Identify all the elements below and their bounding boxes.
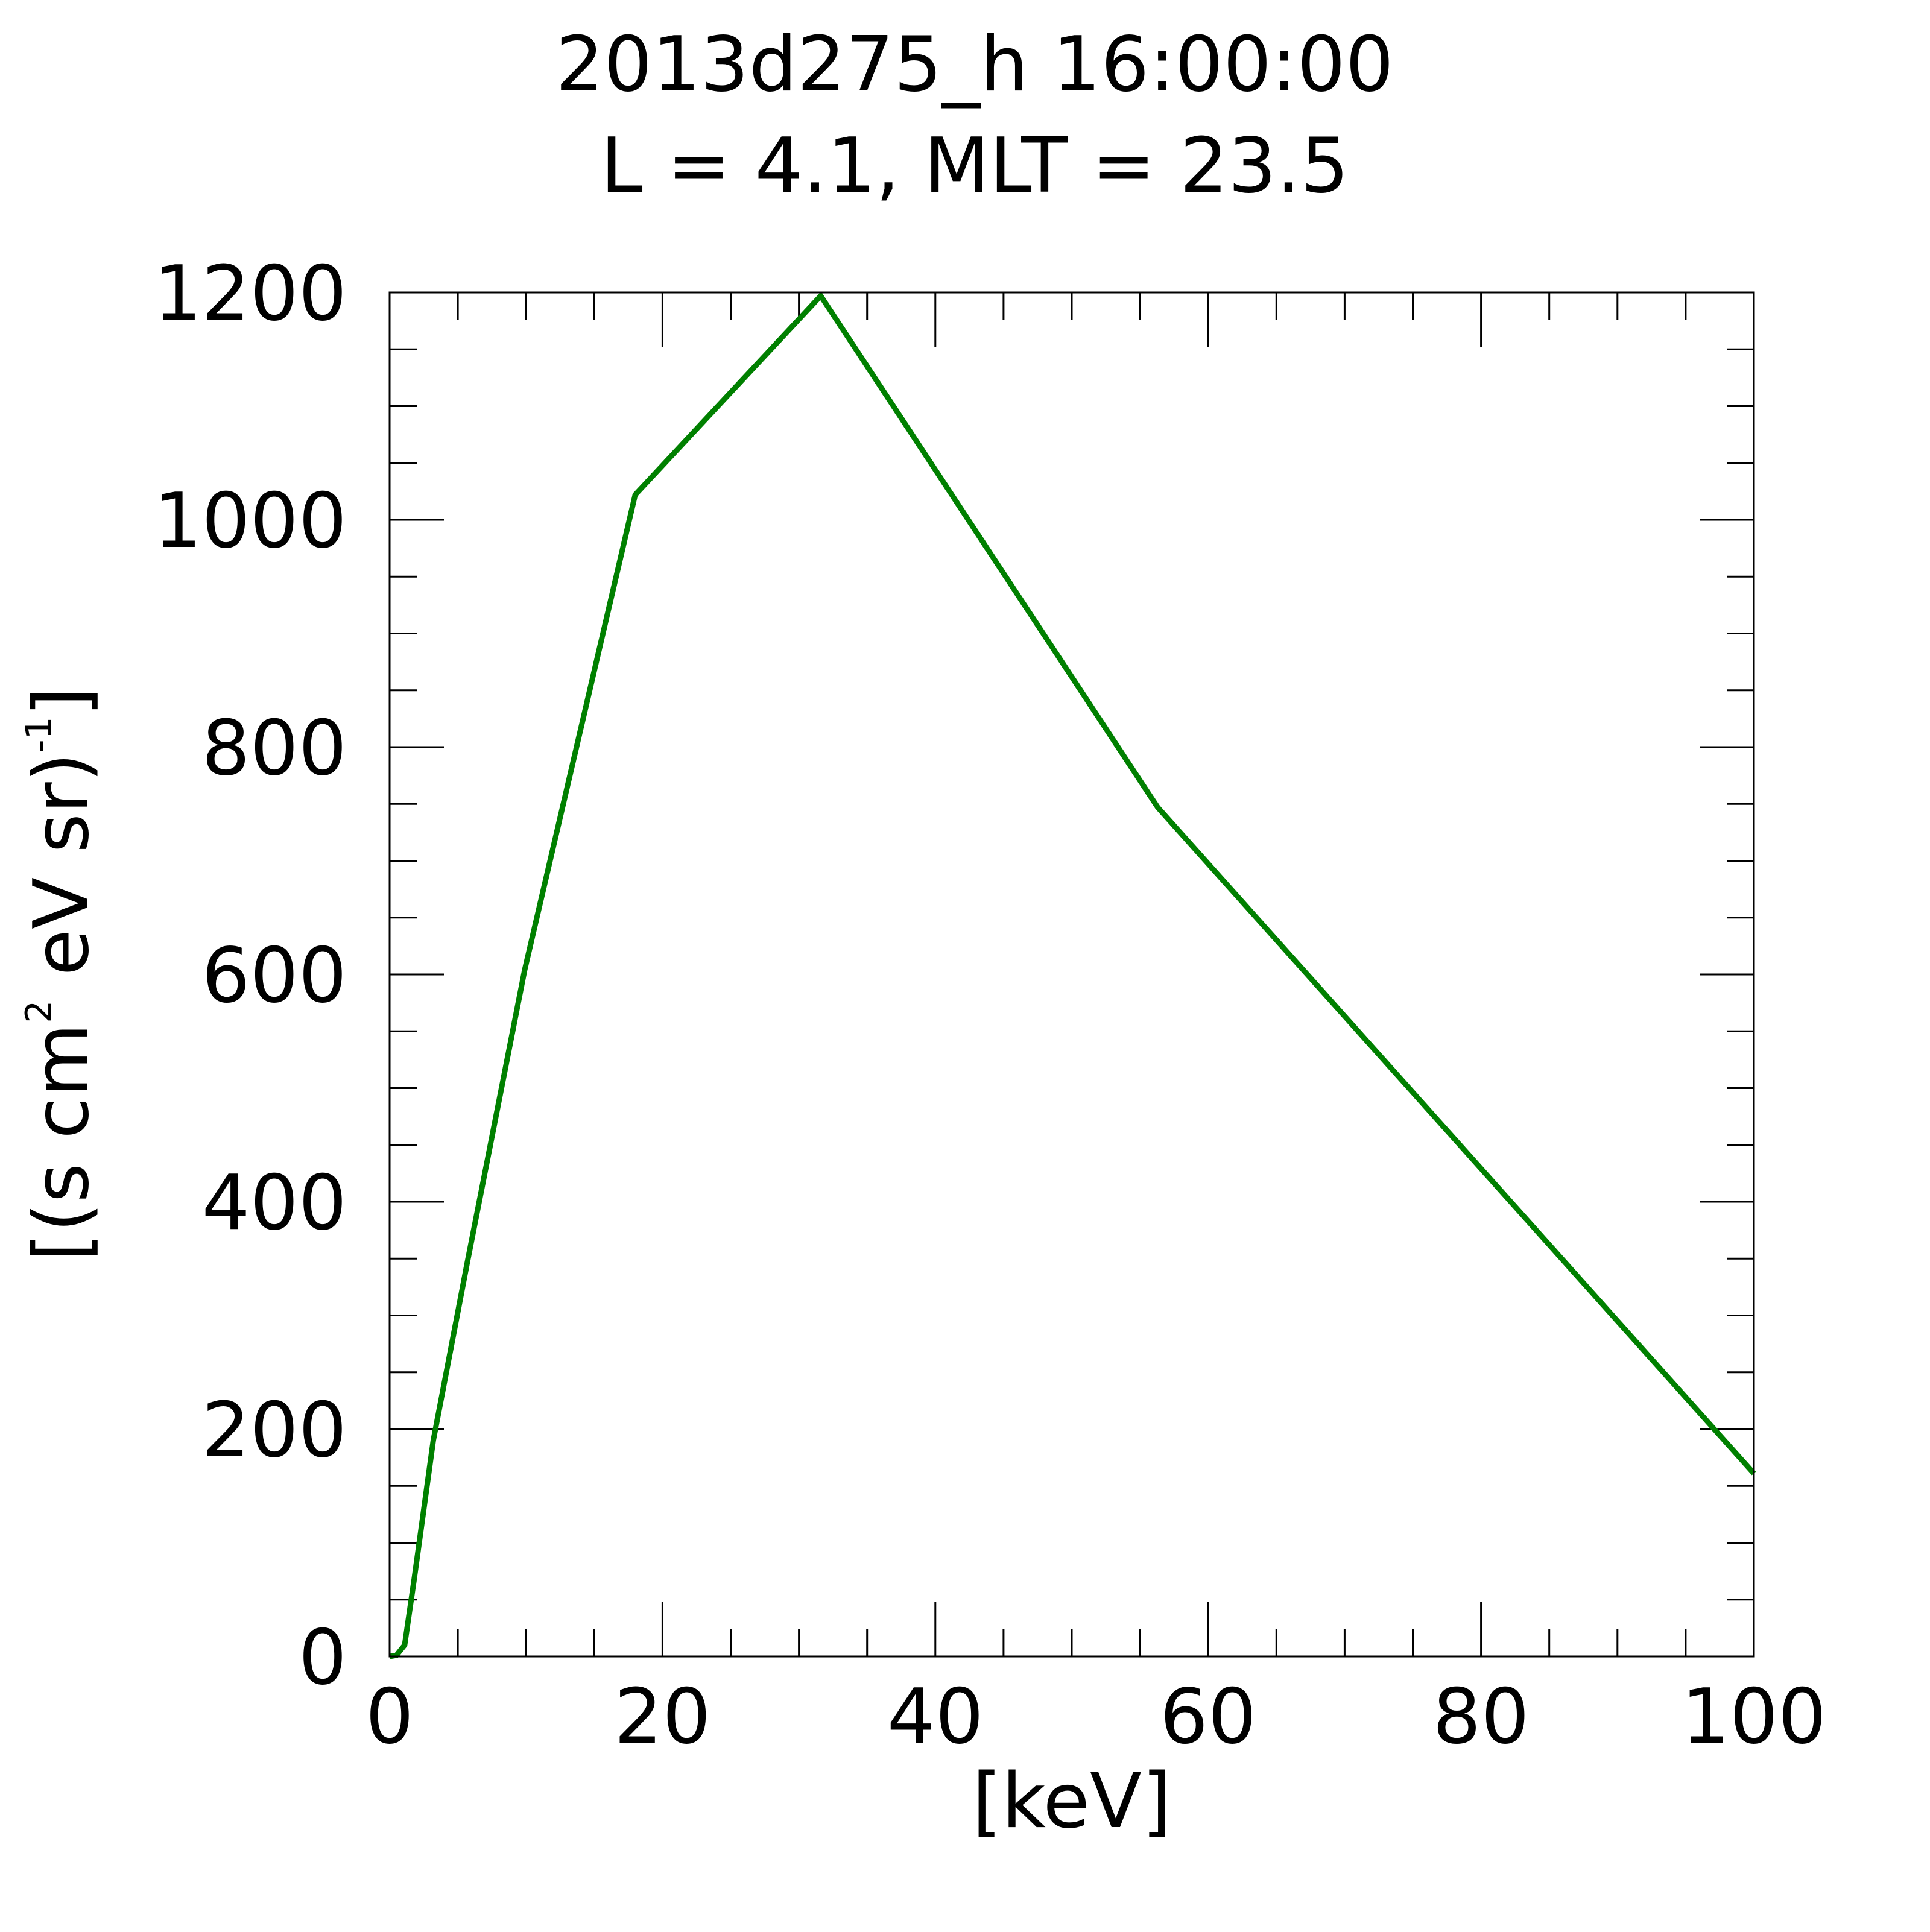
chart-title: 2013d275_h 16:00:00 [555,20,1394,109]
y-tick-label: 800 [202,704,347,792]
y-tick-label: 1000 [153,476,347,565]
y-tick-label: 600 [202,931,347,1020]
x-tick-label: 40 [887,1672,984,1761]
y-tick-label: 200 [202,1386,347,1474]
x-axis-label: [keV] [972,1757,1172,1845]
x-tick-label: 20 [614,1672,710,1761]
y-tick-label: 0 [299,1613,347,1702]
x-tick-label: 0 [365,1672,414,1761]
plot-frame [388,291,1755,1658]
chart-subtitle: L = 4.1, MLT = 23.5 [600,121,1349,210]
x-tick-label: 100 [1682,1672,1827,1761]
x-tick-label: 80 [1432,1672,1529,1761]
y-tick-label: 1200 [153,249,347,338]
series-line [389,291,1756,1659]
x-tick-label: 60 [1160,1672,1256,1761]
y-axis-label: [(s cm2 eV sr)-1] [17,687,106,1262]
y-tick-label: 400 [202,1158,347,1247]
